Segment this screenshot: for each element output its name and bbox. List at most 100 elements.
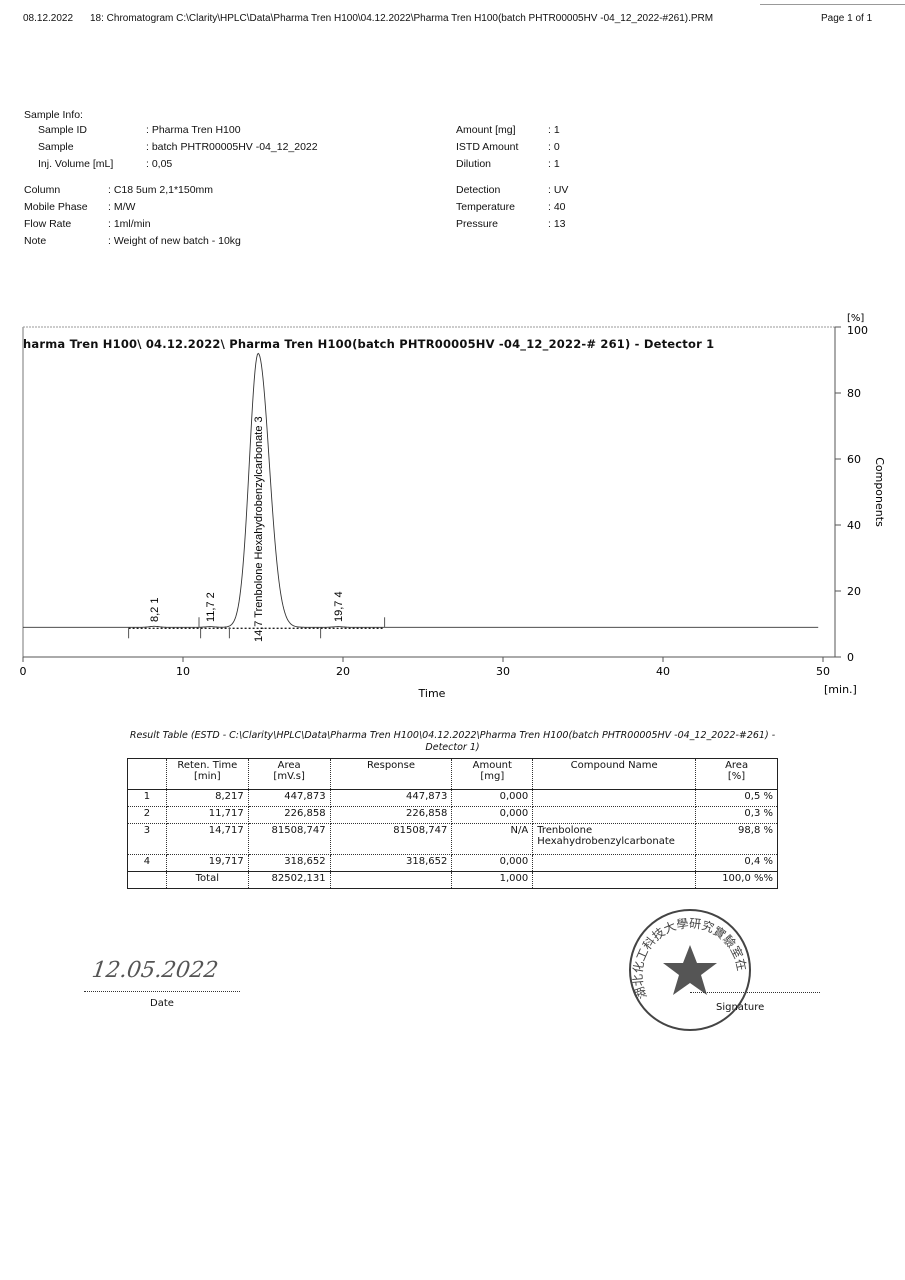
y-tick-label: 0: [847, 651, 854, 664]
table-cell: 447,873: [329, 789, 453, 807]
table-cell: 14,717: [165, 823, 249, 855]
sample-info-label: Sample: [38, 141, 74, 153]
sample-info-value: : Pharma Tren H100: [146, 124, 241, 136]
sample-info-label: Detection: [456, 184, 501, 196]
column-header: Area [mV.s]: [247, 758, 331, 790]
table-cell: 0,5 %: [695, 789, 778, 807]
table-row: 4 19,717 318,652 318,652 0,000 0,4 %: [127, 854, 778, 872]
sample-info-label: Note: [24, 235, 47, 247]
x-tick-label: 40: [656, 665, 670, 678]
table-cell: [127, 871, 167, 889]
y-tick-label: 60: [847, 453, 861, 466]
table-cell: 226,858: [247, 806, 331, 824]
x-tick-label: 30: [496, 665, 510, 678]
table-cell: [532, 789, 697, 807]
y-axis-label: Components: [873, 457, 886, 527]
table-row: 2 11,717 226,858 226,858 0,000 0,3 %: [127, 806, 778, 824]
peak-label: 19,7 4: [333, 591, 345, 622]
table-cell: N/A: [451, 823, 534, 855]
table-cell: 447,873: [247, 789, 331, 807]
signature-line: [690, 992, 820, 993]
y-tick-label: 40: [847, 519, 861, 532]
sample-info-label: Sample ID: [38, 124, 88, 136]
star-icon: [663, 945, 717, 995]
sample-info-heading: Sample Info:: [24, 109, 83, 121]
table-total-row: Total 82502,131 1,000 100,0 %%: [127, 871, 778, 889]
column-header: Area [%]: [695, 758, 778, 790]
table-cell: 0,4 %: [695, 854, 778, 872]
sample-info-value: : Weight of new batch - 10kg: [108, 235, 241, 247]
sample-info-label: Dilution: [456, 158, 492, 170]
table-cell: [532, 854, 697, 872]
sample-info-label: Mobile Phase: [24, 201, 88, 213]
table-cell: 4: [127, 854, 167, 872]
table-cell: 318,652: [329, 854, 453, 872]
y-tick-label: 20: [847, 585, 861, 598]
chromatogram-chart: 0 10 20 30 40 50 0 20 40 60 80 100[%] Time [min.] Comp…: [20, 313, 887, 700]
sample-info-value: : 0,05: [146, 158, 173, 170]
column-header: Compound Name: [532, 758, 697, 790]
header-date: 08.12.2022: [23, 13, 74, 24]
table-cell: [532, 871, 697, 889]
table-row: 1 8,217 447,873 447,873 0,000 0,5 %: [127, 789, 778, 807]
sample-info-value: : UV: [548, 184, 569, 196]
stamp-seal: 湖北化工科技大學研究實驗室在: [629, 909, 751, 1031]
x-axis-label: Time: [418, 687, 446, 700]
x-unit-label: [min.]: [824, 683, 857, 696]
table-cell: 98,8 %: [695, 823, 778, 855]
table-cell: 81508,747: [329, 823, 453, 855]
sample-info-value: : C18 5um 2,1*150mm: [108, 184, 214, 196]
table-cell: 11,717: [165, 806, 249, 824]
table-cell: 318,652: [247, 854, 331, 872]
sample-info-label: ISTD Amount: [456, 141, 519, 153]
peak-label: 14,7 Trenbolone Hexahydrobenzylcarbonate…: [253, 416, 265, 642]
column-header: Reten. Time [min]: [165, 758, 249, 790]
y-tick-label: 100: [847, 324, 868, 337]
peak-label: 11,7 2: [205, 592, 217, 622]
table-cell: 0,3 %: [695, 806, 778, 824]
sample-info-label: Amount [mg]: [456, 124, 516, 136]
table-cell: 82502,131: [247, 871, 331, 889]
x-tick-label: 50: [816, 665, 830, 678]
date-line: [84, 991, 240, 992]
table-cell: 1,000: [451, 871, 534, 889]
chromatogram-trace: [23, 352, 819, 628]
table-cell: 81508,747: [247, 823, 331, 855]
peak-label: 8,2 1: [149, 598, 161, 622]
table-cell: 8,217: [165, 789, 249, 807]
table-cell: [532, 806, 697, 824]
sample-info-value: : 1ml/min: [108, 218, 151, 230]
header-title: 18: Chromatogram C:\Clarity\HPLC\Data\Ph…: [90, 13, 714, 24]
column-header: Amount [mg]: [451, 758, 534, 790]
table-row: 3 14,717 81508,747 81508,747 N/A Trenbolone H…: [127, 823, 778, 855]
table-cell: 226,858: [329, 806, 453, 824]
table-cell: 100,0 %%: [695, 871, 778, 889]
table-cell: 19,717: [165, 854, 249, 872]
table-cell: Total: [165, 871, 249, 889]
x-tick-label: 10: [176, 665, 190, 678]
table-header-row: Reten. Time [min] Area [mV.s] Response Amount…: [127, 758, 778, 790]
sample-info-value: : 1: [548, 158, 560, 170]
x-tick-label: 20: [336, 665, 350, 678]
sample-info-label: Pressure: [456, 218, 499, 230]
sample-info-value: : 0: [548, 141, 560, 153]
date-label: Date: [150, 998, 174, 1009]
table-cell: 0,000: [451, 854, 534, 872]
table-cell: 0,000: [451, 789, 534, 807]
chart-title: harma Tren H100\ 04.12.2022\ Pharma Tren…: [23, 337, 715, 351]
column-header: Response: [329, 758, 453, 790]
result-table: Reten. Time [min] Area [mV.s] Response Amount…: [127, 758, 778, 889]
sample-info-label: Inj. Volume [mL]: [38, 158, 114, 170]
sample-info-label: Flow Rate: [24, 218, 72, 230]
sample-info-value: : 13: [548, 218, 566, 230]
sample-info-value: : batch PHTR00005HV -04_12_2022: [146, 141, 318, 153]
header-page: Page 1 of 1: [821, 13, 873, 24]
result-table-title: Result Table (ESTD - C:\Clarity\HPLC\Dat…: [129, 730, 776, 753]
sample-info-value: : M/W: [108, 201, 136, 213]
sample-info-value: : 40: [548, 201, 566, 213]
sample-info-label: Temperature: [456, 201, 515, 213]
table-cell: 3: [127, 823, 167, 855]
table-cell: 2: [127, 806, 167, 824]
table-cell: [329, 871, 453, 889]
